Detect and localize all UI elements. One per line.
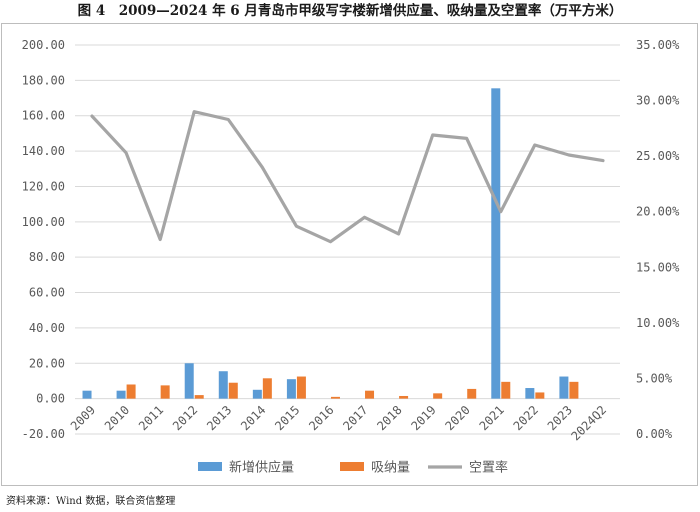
legend-label: 吸纳量 bbox=[371, 461, 410, 476]
supply-bar bbox=[184, 363, 194, 399]
absorption-bar bbox=[228, 382, 238, 399]
right-tick-label: 10.00% bbox=[636, 316, 680, 330]
left-tick-label: 140.00 bbox=[22, 144, 65, 158]
page-title: 图 4 2009—2024 年 6 月青岛市甲级写字楼新增供应量、吸纳量及空置率… bbox=[77, 3, 623, 19]
right-tick-label: 30.00% bbox=[636, 94, 680, 108]
absorption-bar bbox=[194, 395, 204, 399]
vacancy-point bbox=[295, 225, 298, 227]
bars bbox=[82, 88, 579, 399]
vacancy-point bbox=[465, 137, 468, 140]
x-tick-label: 2019 bbox=[408, 403, 438, 433]
x-tick-label: 2022 bbox=[511, 403, 541, 433]
left-tick-label: 160.00 bbox=[22, 109, 65, 123]
left-tick-label: 100.00 bbox=[22, 215, 65, 229]
vacancy-line bbox=[90, 110, 605, 244]
x-tick-label: 2020 bbox=[443, 403, 473, 433]
right-tick-label: 0.00% bbox=[636, 427, 673, 441]
source-note: 资料来源：Wind 数据，联合资信整理 bbox=[6, 496, 176, 507]
vacancy-point bbox=[193, 110, 196, 113]
x-tick-label: 2015 bbox=[272, 403, 302, 433]
right-tick-label: 25.00% bbox=[636, 149, 680, 163]
x-tick-label: 2018 bbox=[374, 403, 404, 433]
vacancy-series-line bbox=[90, 110, 605, 244]
x-tick-label: 2016 bbox=[306, 403, 336, 433]
absorption-bar bbox=[535, 392, 545, 399]
chart-frame: -20.00 0.00 20.00 40.00 60.00 80.00 100.00 120.… bbox=[1, 23, 698, 486]
x-tick-label: 2013 bbox=[204, 403, 234, 433]
left-tick-label: 200.00 bbox=[22, 38, 65, 52]
right-tick-label: 20.00% bbox=[636, 205, 680, 219]
x-tick-label: 2011 bbox=[136, 403, 166, 433]
absorption-bar bbox=[501, 381, 511, 399]
x-tick-label: 2009 bbox=[68, 403, 98, 433]
x-tick-label: 2010 bbox=[102, 403, 132, 433]
supply-bar bbox=[559, 376, 569, 399]
x-tick-label: 2021 bbox=[477, 403, 507, 433]
absorption-bar bbox=[160, 385, 170, 399]
vacancy-point bbox=[261, 166, 264, 169]
left-tick-label: 180.00 bbox=[22, 73, 65, 87]
left-tick-label: 40.00 bbox=[29, 321, 65, 335]
x-axis-ticks: 2009 2010 2011 2012 2013 2014 2015 2016 2017 2018… bbox=[68, 403, 609, 444]
right-axis-ticks: 0.00% 5.00% 10.00% 15.00% 20.00% 25.00% 30.00%… bbox=[636, 38, 680, 441]
right-tick-label: 15.00% bbox=[636, 260, 680, 274]
vacancy-point bbox=[91, 115, 93, 117]
supply-bar bbox=[525, 388, 535, 399]
absorption-bar bbox=[126, 384, 136, 399]
x-tick-label: 2012 bbox=[170, 403, 200, 433]
vacancy-point bbox=[159, 238, 161, 241]
absorption-bar bbox=[262, 378, 272, 399]
vacancy-point bbox=[431, 134, 434, 136]
left-tick-label: 60.00 bbox=[29, 286, 65, 300]
x-tick-label: 2014 bbox=[238, 403, 268, 433]
vacancy-point bbox=[499, 210, 502, 213]
supply-bar bbox=[491, 88, 501, 399]
left-tick-label: 0.00 bbox=[36, 392, 65, 406]
supply-bar bbox=[286, 379, 296, 399]
x-tick-label: 2024Q2 bbox=[569, 403, 610, 444]
grid-lines bbox=[75, 44, 620, 435]
vacancy-point bbox=[534, 144, 536, 146]
left-tick-label: 20.00 bbox=[29, 356, 65, 370]
vacancy-point bbox=[602, 159, 604, 162]
legend-label: 空置率 bbox=[469, 460, 508, 476]
absorption-bar bbox=[365, 390, 375, 399]
absorption-bar bbox=[296, 376, 306, 399]
vacancy-point bbox=[397, 233, 400, 235]
left-tick-label: 80.00 bbox=[29, 250, 65, 264]
absorption-bar bbox=[467, 388, 477, 399]
vacancy-point bbox=[125, 152, 127, 154]
left-axis-ticks: -20.00 0.00 20.00 40.00 60.00 80.00 100.00 120.… bbox=[22, 38, 65, 441]
legend-swatch bbox=[340, 462, 364, 471]
supply-bar bbox=[82, 390, 92, 399]
vacancy-point bbox=[363, 216, 366, 219]
legend-label: 新增供应量 bbox=[229, 460, 294, 476]
absorption-bar bbox=[433, 393, 443, 399]
vacancy-point bbox=[227, 118, 230, 121]
x-tick-label: 2017 bbox=[340, 403, 370, 433]
legend-swatch bbox=[198, 462, 222, 471]
supply-bar bbox=[116, 390, 126, 399]
absorption-bar bbox=[330, 396, 340, 399]
absorption-bar bbox=[569, 381, 579, 399]
x-tick-label: 2023 bbox=[545, 403, 575, 433]
right-tick-label: 35.00% bbox=[636, 38, 680, 52]
supply-bar bbox=[218, 371, 228, 399]
vacancy-point bbox=[329, 240, 332, 243]
left-tick-label: 120.00 bbox=[22, 179, 65, 193]
vacancy-point bbox=[568, 154, 570, 156]
right-tick-label: 5.00% bbox=[636, 371, 673, 385]
chart: -20.00 0.00 20.00 40.00 60.00 80.00 100.00 120.… bbox=[22, 38, 680, 476]
legend: 新增供应量 吸纳量 空置率 bbox=[198, 460, 508, 476]
left-tick-label: -20.00 bbox=[22, 427, 65, 441]
supply-bar bbox=[252, 389, 262, 399]
absorption-bar bbox=[399, 395, 409, 399]
